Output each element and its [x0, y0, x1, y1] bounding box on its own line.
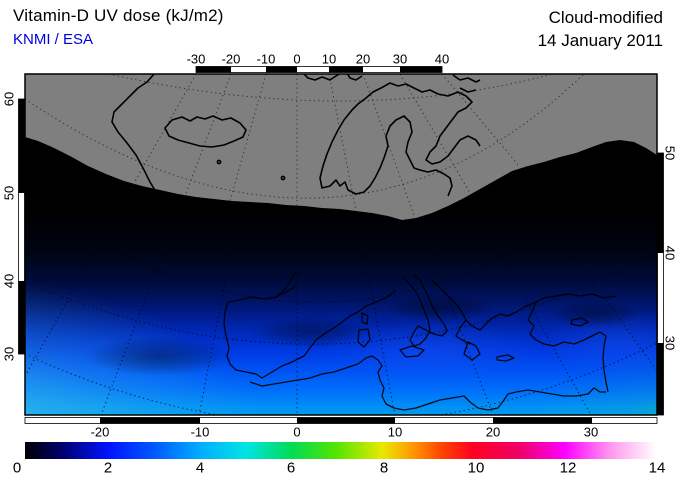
axis-tick-label: 50 — [662, 145, 678, 161]
colorbar-tick-label: 12 — [559, 459, 577, 477]
header-right: Cloud-modified 14 January 2011 — [423, 6, 663, 52]
colorbar-tick-label: 6 — [286, 459, 296, 477]
axis-tick-label: 30 — [662, 335, 678, 351]
axis-tick-label: 40 — [434, 51, 450, 67]
axis-tick-label: 30 — [392, 51, 408, 67]
axis-tick-label: 40 — [1, 273, 17, 289]
axis-tick-label: -30 — [186, 51, 206, 67]
coastlines-arctic — [111, 74, 481, 197]
colorbar-tick-label: 8 — [379, 459, 389, 477]
colorbar-tick-label: 4 — [195, 459, 205, 477]
date-label: 14 January 2011 — [537, 31, 663, 50]
colorbar-tick-label: 10 — [467, 459, 485, 477]
axis-tick-label: 0 — [293, 51, 301, 67]
axis-tick-label: 50 — [1, 185, 17, 201]
axis-tick-label: 10 — [387, 424, 403, 440]
axis-tick-label: 60 — [1, 91, 17, 107]
axis-tick-label: 0 — [293, 424, 301, 440]
axis-tick-label: 40 — [662, 245, 678, 261]
axis-tick-label: 10 — [321, 51, 337, 67]
mode-label: Cloud-modified — [548, 8, 663, 27]
colorbar-tick-label: 2 — [103, 459, 113, 477]
colorbar-tick-label: 14 — [648, 459, 666, 477]
axis-tick-label: 20 — [485, 424, 501, 440]
coastlines-south — [223, 271, 617, 411]
colorbar-scale — [25, 442, 676, 459]
map-frame — [18, 66, 664, 424]
page-title: Vitamin-D UV dose (kJ/m2) — [13, 6, 224, 25]
colorbar-tick-label: 0 — [12, 459, 22, 477]
axis-tick-label: 30 — [1, 346, 17, 362]
axis-tick-label: 20 — [355, 51, 371, 67]
polar-night-region — [25, 74, 657, 220]
axis-tick-label: -10 — [190, 424, 210, 440]
axis-tick-label: -10 — [256, 51, 276, 67]
axis-tick-label: 30 — [583, 424, 599, 440]
axis-tick-label: -20 — [90, 424, 110, 440]
axis-tick-label: -20 — [221, 51, 241, 67]
credit-label: KNMI / ESA — [13, 31, 94, 48]
